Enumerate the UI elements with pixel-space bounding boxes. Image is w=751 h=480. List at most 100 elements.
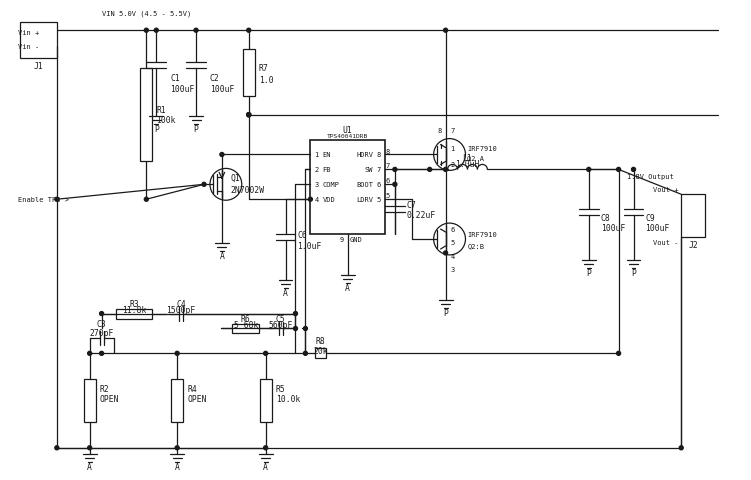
Text: 1.0uF: 1.0uF [297,242,322,251]
Circle shape [617,168,620,172]
Text: 100uF: 100uF [170,85,195,94]
Text: 1500pF: 1500pF [167,305,196,314]
Bar [260,379,272,422]
Text: 8: 8 [438,127,442,133]
Text: 6: 6 [386,178,390,184]
Bar [310,140,385,235]
Circle shape [88,446,92,450]
Text: U1: U1 [342,126,352,135]
Text: 100uF: 100uF [210,85,234,94]
Text: A: A [219,252,225,261]
Text: LDRV: LDRV [356,197,373,203]
Text: 3: 3 [315,182,318,188]
Text: Enable TP3 >: Enable TP3 > [18,197,69,203]
Bar [315,348,326,359]
Text: Q2 A: Q2 A [467,155,484,161]
Text: Q2:B: Q2:B [467,242,484,249]
Circle shape [679,446,683,450]
Text: COMP: COMP [322,182,339,188]
Text: C4: C4 [176,300,186,309]
Circle shape [428,168,432,172]
Text: 5: 5 [451,240,454,245]
Text: 6: 6 [377,182,381,188]
Text: R3: R3 [129,300,139,309]
Text: 7: 7 [377,167,381,173]
Text: C1: C1 [170,74,180,83]
Text: R5: R5 [276,384,285,393]
Circle shape [617,352,620,356]
Circle shape [309,198,312,202]
Text: 5: 5 [386,193,390,199]
Text: P: P [154,125,158,134]
Bar [20,23,57,59]
Text: 8: 8 [377,152,381,158]
Circle shape [247,113,251,118]
Text: FB: FB [322,167,330,173]
Circle shape [444,252,448,255]
Text: Vout -: Vout - [653,240,678,245]
Text: C3: C3 [97,319,107,328]
Circle shape [264,352,267,356]
Text: C6: C6 [297,230,307,239]
Text: 11.8k: 11.8k [122,305,146,314]
Text: A: A [87,462,92,471]
Text: Vout +: Vout + [653,187,678,193]
Text: Q1: Q1 [231,173,240,182]
Circle shape [144,198,148,202]
Text: C8: C8 [601,213,611,222]
Text: R2: R2 [100,384,110,393]
Text: R4: R4 [187,384,197,393]
Circle shape [294,312,297,316]
Text: 7: 7 [451,127,454,133]
Circle shape [88,352,92,356]
Text: BOOT: BOOT [356,182,373,188]
Circle shape [303,327,307,331]
Text: 0.22uF: 0.22uF [407,210,436,219]
Circle shape [303,352,307,356]
Text: 5: 5 [377,197,381,203]
Circle shape [247,113,251,118]
Bar [232,324,259,334]
Text: R7: R7 [258,64,268,73]
Bar [140,69,152,162]
Text: 2: 2 [451,162,454,168]
Text: L1: L1 [463,154,472,163]
Text: 100k: 100k [156,116,176,125]
Text: 4: 4 [315,197,318,203]
Circle shape [175,446,179,450]
Text: GND: GND [350,237,363,242]
Circle shape [444,168,448,172]
Text: 5 68k: 5 68k [234,320,258,329]
Text: OPEN: OPEN [100,394,119,403]
Circle shape [632,168,635,172]
Circle shape [144,29,148,33]
Text: 1: 1 [451,145,454,151]
Text: 560pF: 560pF [268,320,293,329]
Text: VIN 5.0V (4.5 - 5.5V): VIN 5.0V (4.5 - 5.5V) [101,10,191,16]
Bar [171,379,183,422]
Circle shape [100,352,104,356]
Text: 100uF: 100uF [601,223,625,232]
Text: 6: 6 [451,227,454,233]
Text: P: P [194,125,198,134]
Text: EN: EN [322,152,330,158]
Text: A: A [283,288,288,298]
Text: C2: C2 [210,74,220,83]
Circle shape [55,198,59,202]
Text: 270pF: 270pF [89,328,114,337]
Circle shape [587,168,591,172]
Text: R1: R1 [156,106,166,115]
Circle shape [55,446,59,450]
Text: 2: 2 [315,167,318,173]
Text: P: P [631,269,636,278]
Text: HDRV: HDRV [356,152,373,158]
Text: C7: C7 [407,200,417,209]
Text: 3: 3 [451,266,454,272]
Text: A: A [345,284,350,293]
Text: IRF7910: IRF7910 [467,231,497,238]
Circle shape [393,168,397,172]
Circle shape [194,29,198,33]
Text: C9: C9 [645,213,655,222]
Text: J2: J2 [688,241,698,250]
Text: P: P [443,309,448,317]
